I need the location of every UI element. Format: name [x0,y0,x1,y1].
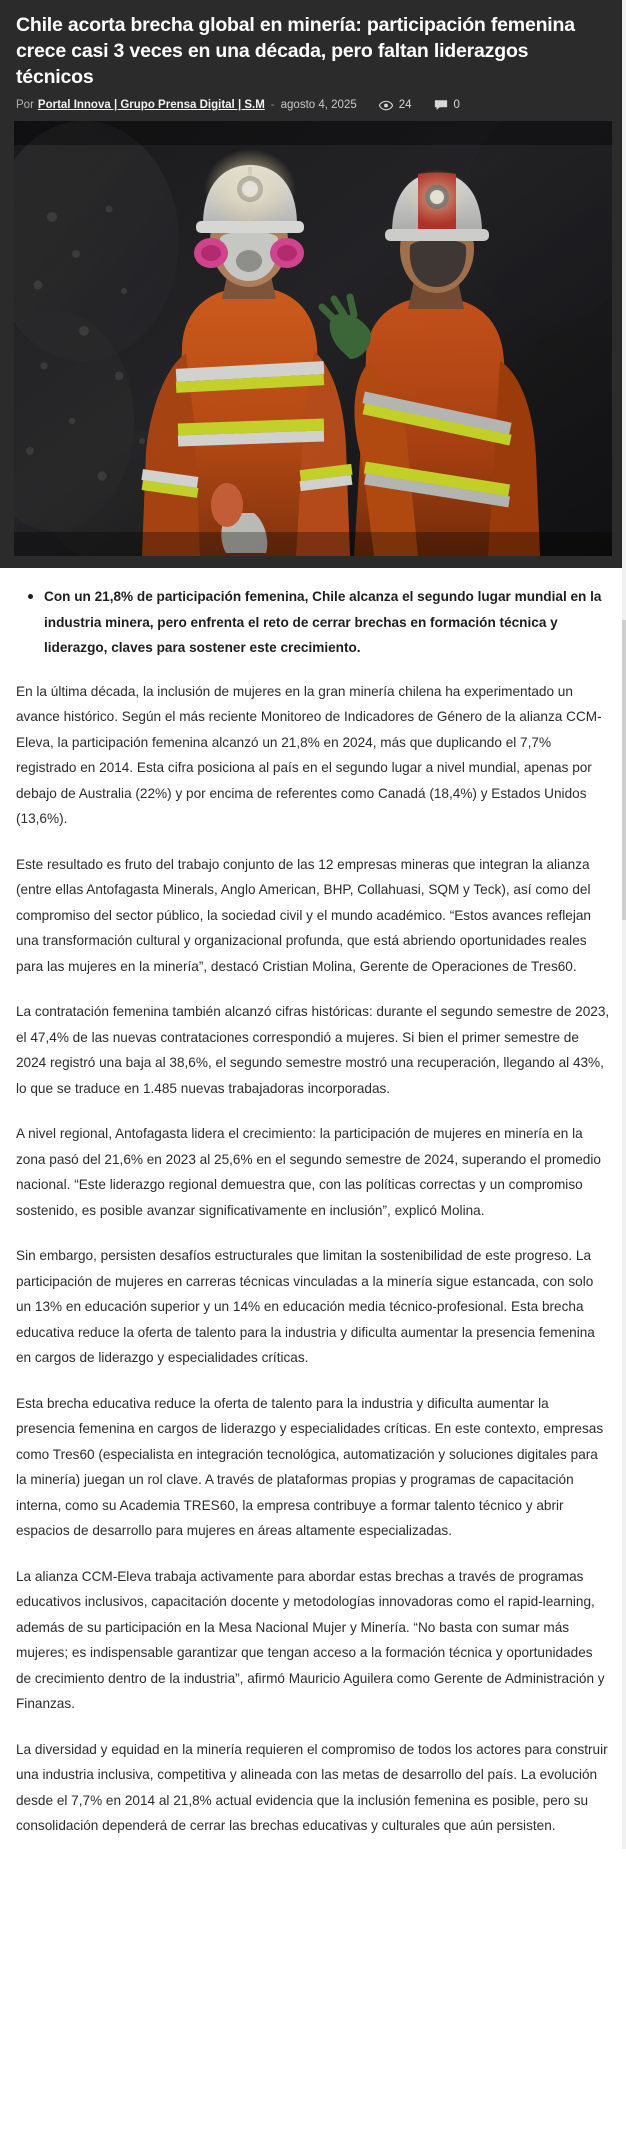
byline: Por Portal Innova | Grupo Prensa Digital… [14,99,612,113]
paragraph-2: Este resultado es fruto del trabajo conj… [16,856,591,974]
byline-separator: - [270,99,275,111]
views-metric: 24 [378,99,412,111]
views-count: 24 [398,99,412,111]
comment-icon [434,99,448,111]
comments-metric: 0 [434,99,460,111]
paragraph-8: La diversidad y equidad en la minería re… [16,1741,608,1834]
paragraph-3: La contratación femenina también alcanzó… [16,1004,610,1096]
article-page: Chile acorta brecha global en minería: p… [0,0,626,1849]
comments-count: 0 [453,99,460,111]
hero-image-container: Dos trabajadoras mineras con cascos, lin… [0,121,626,568]
page-scrollbar[interactable] [622,0,626,1849]
lead-bullet-list: Con un 21,8% de participación femenina, … [16,584,610,661]
article-header: Chile acorta brecha global en minería: p… [0,0,626,121]
article-body: Con un 21,8% de participación femenina, … [0,568,626,1849]
byline-date: agosto 4, 2025 [280,99,357,111]
byline-authors-link[interactable]: Portal Innova | Grupo Prensa Digital | S… [37,99,265,111]
page-title: Chile acorta brecha global en minería: p… [16,14,575,88]
eye-icon [378,100,393,111]
paragraph-5: Sin embargo, persisten desafíos estructu… [16,1248,595,1365]
paragraph-6: Esta brecha educativa reduce la oferta d… [16,1395,604,1539]
paragraph-4: A nivel regional, Antofagasta lidera el … [16,1126,601,1218]
hero-image: Dos trabajadoras mineras con cascos, lin… [14,121,612,556]
scrollbar-thumb[interactable] [622,620,626,920]
list-item: Con un 21,8% de participación femenina, … [28,584,610,661]
paragraph-7: La alianza CCM-Eleva trabaja activamente… [16,1568,605,1712]
hero-image-illustration: Dos trabajadoras mineras con cascos, lin… [14,121,612,556]
byline-by-label: Por [16,99,34,111]
paragraph-1: En la última década, la inclusión de muj… [16,683,602,827]
